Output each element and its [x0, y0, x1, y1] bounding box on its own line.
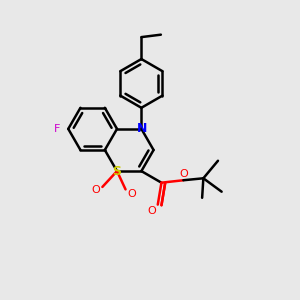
- Text: S: S: [112, 165, 122, 178]
- Text: N: N: [137, 122, 147, 135]
- Text: O: O: [128, 189, 136, 199]
- Text: O: O: [92, 185, 100, 195]
- Text: O: O: [148, 206, 156, 216]
- Text: F: F: [54, 124, 60, 134]
- Text: O: O: [180, 169, 188, 179]
